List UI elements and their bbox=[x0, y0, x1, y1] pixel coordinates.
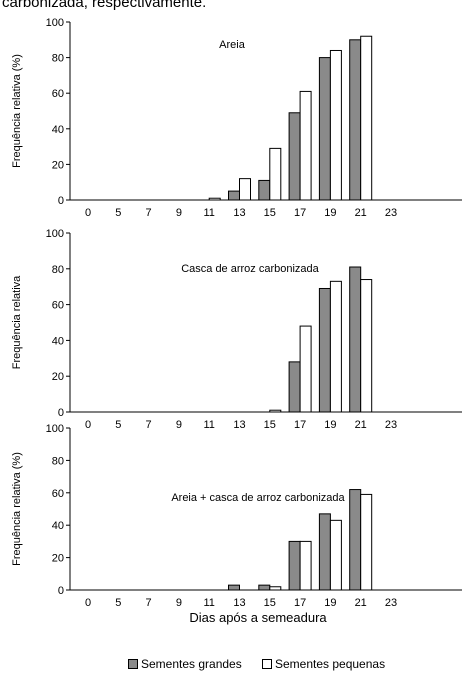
x-axis-label: Dias após a semeadura bbox=[189, 610, 327, 625]
legend-item-sementes-grandes: Sementes grandes bbox=[128, 657, 242, 671]
y-tick-label: 40 bbox=[52, 335, 64, 347]
x-tick-label: 9 bbox=[176, 207, 182, 219]
legend-label-grandes: Sementes grandes bbox=[141, 657, 242, 671]
x-tick-label: 15 bbox=[264, 597, 276, 609]
x-tick-label: 13 bbox=[233, 419, 245, 431]
bar-sementes-grandes bbox=[228, 584, 240, 591]
bar-sementes-grandes bbox=[288, 112, 301, 201]
y-tick-label: 40 bbox=[52, 520, 64, 532]
x-tick-label: 9 bbox=[176, 419, 182, 431]
y-tick-label: 60 bbox=[52, 88, 64, 100]
bar-sementes-pequenas bbox=[329, 280, 342, 413]
chart-title: Casca de arroz carbonizada bbox=[181, 263, 319, 275]
bar-sementes-grandes bbox=[318, 287, 331, 413]
x-tick-label: 7 bbox=[146, 207, 152, 219]
bar-sementes-grandes bbox=[349, 489, 362, 591]
y-tick-label: 100 bbox=[46, 228, 64, 240]
legend-swatch-grandes bbox=[128, 659, 138, 669]
x-tick-label: 15 bbox=[264, 207, 276, 219]
x-tick-label: 17 bbox=[294, 419, 306, 431]
y-tick-label: 60 bbox=[52, 300, 64, 312]
x-tick-label: 23 bbox=[385, 597, 397, 609]
chart-legend: Sementes grandes Sementes pequenas bbox=[0, 657, 468, 673]
x-tick-label: 15 bbox=[264, 419, 276, 431]
x-tick-label: 21 bbox=[355, 597, 367, 609]
x-tick-label: 7 bbox=[146, 419, 152, 431]
x-tick-label: 11 bbox=[203, 597, 214, 609]
y-tick-label: 100 bbox=[46, 17, 64, 29]
x-tick-label: 9 bbox=[176, 597, 182, 609]
bar-sementes-pequenas bbox=[299, 90, 312, 201]
bar-sementes-grandes bbox=[258, 179, 271, 201]
y-axis-label: Frequência relativa bbox=[11, 275, 23, 369]
y-tick-label: 0 bbox=[58, 585, 64, 597]
x-tick-label: 0 bbox=[85, 419, 91, 431]
bar-sementes-grandes bbox=[318, 513, 331, 591]
bar-sementes-grandes bbox=[288, 361, 301, 413]
bar-sementes-pequenas bbox=[360, 279, 373, 413]
x-tick-label: 0 bbox=[85, 597, 91, 609]
bar-sementes-pequenas bbox=[239, 178, 251, 201]
y-tick-label: 0 bbox=[58, 407, 64, 419]
chart-title: Areia bbox=[219, 39, 246, 51]
y-tick-label: 100 bbox=[46, 423, 64, 435]
y-tick-label: 20 bbox=[52, 159, 64, 171]
y-tick-label: 0 bbox=[58, 195, 64, 207]
y-tick-label: 60 bbox=[52, 488, 64, 500]
bar-sementes-pequenas bbox=[329, 519, 342, 591]
x-tick-label: 19 bbox=[324, 419, 336, 431]
x-tick-label: 17 bbox=[294, 597, 306, 609]
x-tick-label: 5 bbox=[115, 207, 121, 219]
x-tick-label: 5 bbox=[115, 597, 121, 609]
y-tick-label: 80 bbox=[52, 264, 64, 276]
x-tick-label: 17 bbox=[294, 207, 306, 219]
bar-sementes-pequenas bbox=[299, 540, 312, 591]
bar-sementes-pequenas bbox=[360, 493, 373, 591]
y-axis-label: Frequência relativa (%) bbox=[11, 452, 23, 566]
x-tick-label: 7 bbox=[146, 597, 152, 609]
y-tick-label: 20 bbox=[52, 371, 64, 383]
bar-sementes-grandes bbox=[349, 39, 362, 201]
x-tick-label: 19 bbox=[324, 207, 336, 219]
bar-sementes-grandes bbox=[318, 57, 331, 201]
x-tick-label: 0 bbox=[85, 207, 91, 219]
x-tick-label: 13 bbox=[233, 207, 245, 219]
x-tick-label: 21 bbox=[355, 419, 367, 431]
x-tick-label: 11 bbox=[203, 207, 214, 219]
bar-sementes-pequenas bbox=[360, 35, 373, 201]
bar-sementes-grandes bbox=[258, 584, 271, 591]
y-tick-label: 20 bbox=[52, 553, 64, 565]
bar-sementes-grandes bbox=[349, 266, 362, 413]
bar-sementes-pequenas bbox=[269, 409, 282, 413]
x-tick-label: 23 bbox=[385, 419, 397, 431]
y-tick-label: 80 bbox=[52, 455, 64, 467]
bar-sementes-grandes bbox=[228, 190, 240, 201]
x-tick-label: 21 bbox=[355, 207, 367, 219]
legend-item-sementes-pequenas: Sementes pequenas bbox=[262, 657, 385, 671]
legend-label-pequenas: Sementes pequenas bbox=[275, 657, 386, 671]
y-tick-label: 80 bbox=[52, 53, 64, 65]
bar-sementes-pequenas bbox=[329, 49, 342, 201]
x-tick-label: 23 bbox=[385, 207, 397, 219]
x-tick-label: 19 bbox=[324, 597, 336, 609]
bar-sementes-pequenas bbox=[269, 147, 282, 201]
chart-title: Areia + casca de arroz carbonizada bbox=[171, 492, 345, 504]
x-tick-label: 13 bbox=[233, 597, 245, 609]
y-axis-label: Frequência relativa (%) bbox=[11, 54, 23, 168]
bar-sementes-grandes bbox=[288, 540, 301, 591]
bar-sementes-pequenas bbox=[208, 197, 221, 201]
bar-sementes-pequenas bbox=[269, 586, 282, 591]
x-tick-label: 5 bbox=[115, 419, 121, 431]
figure-caption: carbonizada, respectivamente. bbox=[2, 0, 207, 11]
bar-sementes-pequenas bbox=[299, 325, 312, 413]
x-tick-label: 11 bbox=[203, 419, 214, 431]
legend-swatch-pequenas bbox=[262, 659, 272, 669]
y-tick-label: 40 bbox=[52, 124, 64, 136]
